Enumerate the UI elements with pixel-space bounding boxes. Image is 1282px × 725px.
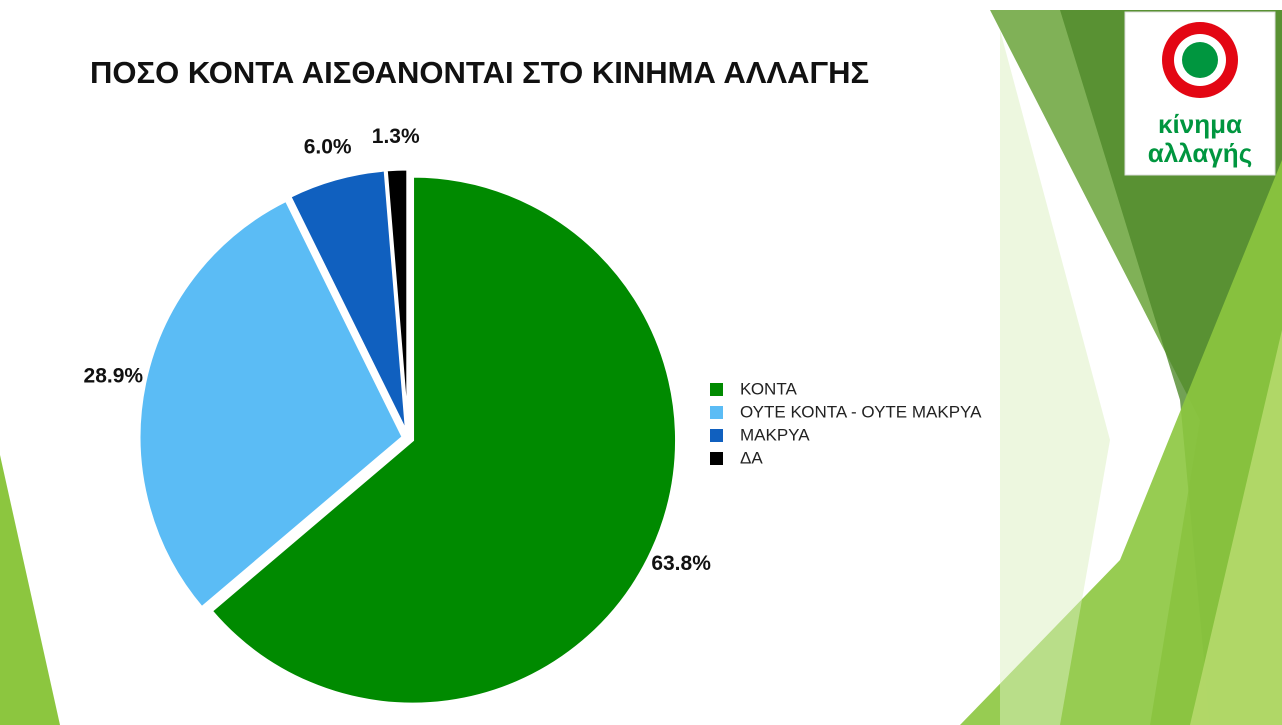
- chart-title: ΠΟΣΟ ΚΟΝΤΑ ΑΙΣΘΑΝΟΝΤΑΙ ΣΤΟ ΚΙΝΗΜΑ ΑΛΛΑΓΗ…: [90, 55, 869, 90]
- logo-emblem: [1182, 42, 1218, 78]
- legend-label: ΔΑ: [740, 448, 763, 467]
- legend-label: ΚΟΝΤΑ: [740, 379, 797, 398]
- data-label: 63.8%: [651, 552, 711, 575]
- data-label: 1.3%: [372, 125, 420, 148]
- legend-label: ΟΥΤΕ ΚΟΝΤΑ - ΟΥΤΕ ΜΑΚΡΥΑ: [740, 402, 982, 421]
- legend-swatch: [710, 452, 723, 465]
- legend-swatch: [710, 383, 723, 396]
- legend-label: ΜΑΚΡΥΑ: [740, 425, 810, 444]
- data-label: 28.9%: [84, 365, 144, 388]
- logo-text: κίνημα: [1158, 109, 1242, 139]
- data-label: 6.0%: [304, 136, 352, 159]
- slide: κίνημα αλλαγής ΠΟΣΟ ΚΟΝΤΑ ΑΙΣΘΑΝΟΝΤΑΙ ΣΤ…: [0, 0, 1282, 725]
- logo-text: αλλαγής: [1148, 138, 1252, 168]
- legend-swatch: [710, 429, 723, 442]
- legend-swatch: [710, 406, 723, 419]
